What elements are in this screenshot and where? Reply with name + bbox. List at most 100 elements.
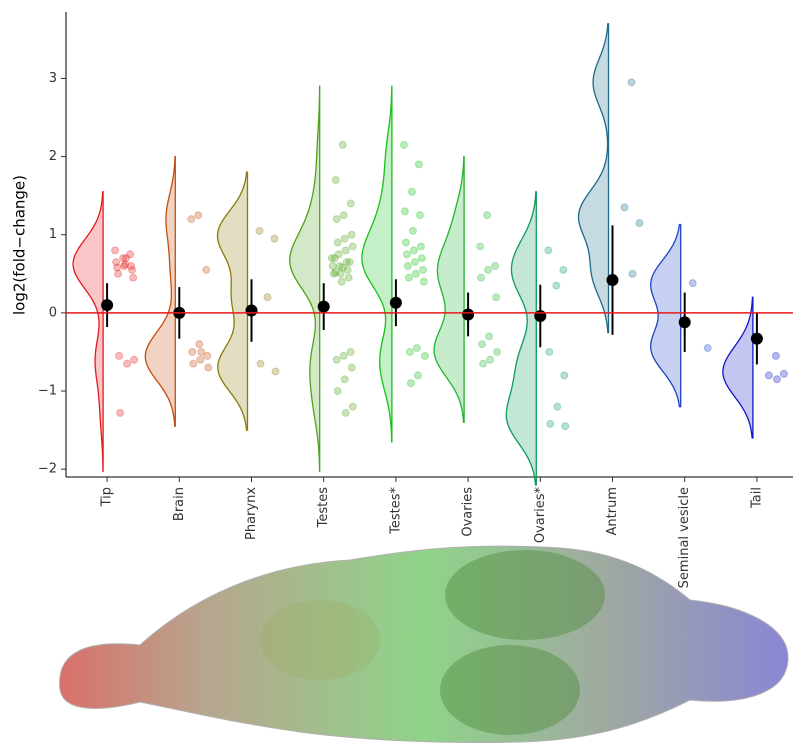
data-point <box>196 341 203 348</box>
data-point <box>405 274 412 281</box>
violin <box>651 225 681 407</box>
data-point <box>333 356 340 363</box>
data-point <box>773 376 780 383</box>
data-point <box>401 208 408 215</box>
data-point <box>484 212 491 219</box>
data-point <box>332 177 339 184</box>
data-point <box>188 216 195 223</box>
data-point <box>545 247 552 254</box>
data-point <box>562 423 569 430</box>
data-point <box>342 409 349 416</box>
mean-point <box>246 305 258 317</box>
data-point <box>689 280 696 287</box>
data-point <box>348 364 355 371</box>
x-tick-label: Testes* <box>388 487 403 535</box>
data-point <box>341 235 348 242</box>
y-axis-label: log2(fold−change) <box>11 175 29 315</box>
data-point <box>479 341 486 348</box>
data-point <box>334 388 341 395</box>
data-point <box>339 141 346 148</box>
y-tick-label: −1 <box>38 384 57 399</box>
violin <box>434 157 464 423</box>
data-point <box>271 235 278 242</box>
data-point <box>417 243 424 250</box>
data-point <box>112 247 119 254</box>
data-point <box>264 294 271 301</box>
data-point <box>272 368 279 375</box>
data-point <box>190 360 197 367</box>
violin <box>290 86 320 471</box>
x-tick-label: Testes <box>316 487 331 529</box>
data-point <box>131 356 138 363</box>
x-tick-label: Pharynx <box>244 487 259 540</box>
data-point <box>418 255 425 262</box>
y-tick-label: 2 <box>49 149 57 164</box>
category-group <box>506 192 569 485</box>
data-point <box>636 220 643 227</box>
category-group <box>73 192 138 472</box>
data-point <box>560 266 567 273</box>
data-point <box>339 264 346 271</box>
data-point <box>494 348 501 355</box>
x-tick-label: Antrum <box>605 487 620 535</box>
data-point <box>195 212 202 219</box>
data-point <box>621 204 628 211</box>
category-group <box>579 24 644 335</box>
y-tick-label: −2 <box>38 462 57 477</box>
data-point <box>257 360 264 367</box>
mean-point <box>318 301 330 313</box>
category-group <box>290 86 357 471</box>
mean-point <box>607 274 619 286</box>
data-point <box>546 348 553 355</box>
data-point <box>348 231 355 238</box>
data-point <box>404 262 411 269</box>
violin <box>579 24 609 333</box>
data-point <box>402 239 409 246</box>
category-group <box>218 172 280 430</box>
data-point <box>780 370 787 377</box>
data-point <box>629 270 636 277</box>
data-point <box>414 372 421 379</box>
data-point <box>333 216 340 223</box>
x-tick-label: Tail <box>749 487 764 509</box>
data-point <box>346 259 353 266</box>
mean-point <box>751 333 763 345</box>
violin <box>362 86 392 442</box>
data-point <box>411 259 418 266</box>
data-point <box>772 352 779 359</box>
data-point <box>347 348 354 355</box>
data-point <box>130 274 137 281</box>
data-point <box>349 243 356 250</box>
data-point <box>561 372 568 379</box>
x-tick-label: Seminal vesicle <box>677 487 692 588</box>
data-point <box>256 227 263 234</box>
data-point <box>407 380 414 387</box>
data-point <box>477 243 484 250</box>
data-point <box>628 79 635 86</box>
mean-point <box>534 310 546 322</box>
violin <box>218 172 248 430</box>
mean-point <box>462 308 474 320</box>
data-point <box>704 345 711 352</box>
data-point <box>203 266 210 273</box>
data-point <box>554 403 561 410</box>
data-point <box>345 274 352 281</box>
data-point <box>406 348 413 355</box>
data-point <box>492 262 499 269</box>
mean-point <box>390 297 402 309</box>
data-point <box>480 360 487 367</box>
data-point <box>117 409 124 416</box>
chart: log2(fold−change) −2−10123TipBrainPharyn… <box>0 0 794 751</box>
violin <box>73 192 103 472</box>
x-tick-label: Brain <box>172 487 187 521</box>
data-point <box>123 255 130 262</box>
x-tick-label: Ovaries <box>461 487 476 537</box>
data-point <box>334 239 341 246</box>
category-group <box>145 157 212 427</box>
data-point <box>340 212 347 219</box>
data-point <box>341 376 348 383</box>
data-point <box>547 420 554 427</box>
y-tick-label: 1 <box>49 227 57 242</box>
data-point <box>197 356 204 363</box>
data-point <box>129 266 136 273</box>
